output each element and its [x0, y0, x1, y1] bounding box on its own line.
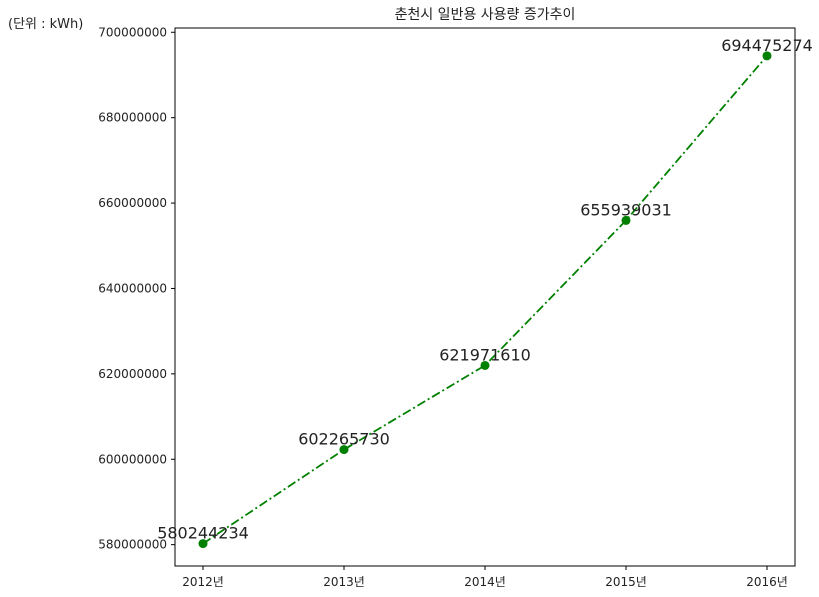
x-axis: 2012년 2013년 2014년 2015년 2016년: [182, 566, 788, 589]
plot-area: [174, 27, 796, 567]
y-tick-label: 700000000: [98, 25, 167, 39]
data-point: [621, 215, 631, 225]
data-point: [198, 539, 208, 549]
data-point: [762, 51, 772, 61]
data-label: 602265730: [298, 430, 390, 449]
y-tick-label: 620000000: [98, 367, 167, 381]
series-line: [198, 51, 772, 549]
x-tick-label: 2014년: [464, 575, 506, 589]
data-point: [480, 360, 490, 370]
data-label: 655939031: [580, 200, 672, 219]
data-label: 694475274: [721, 36, 813, 55]
y-tick-label: 580000000: [98, 538, 167, 552]
data-labels: 580244234 602265730 621971610 655939031 6944…: [157, 36, 813, 543]
x-tick-label: 2012년: [182, 575, 224, 589]
y-tick-label: 600000000: [98, 452, 167, 466]
series-polyline: [202, 55, 768, 545]
data-point: [339, 445, 349, 455]
y-axis: 580000000 600000000 620000000 640000000 6600…: [98, 25, 175, 552]
data-label: 621971610: [439, 345, 531, 364]
chart-title: 춘천시 일반용 사용량 증가추이: [395, 7, 576, 23]
data-label: 580244234: [157, 524, 249, 543]
x-tick-label: 2015년: [605, 575, 647, 589]
unit-label: (단위 : kWh): [8, 17, 84, 32]
y-tick-label: 660000000: [98, 196, 167, 210]
y-tick-label: 680000000: [98, 111, 167, 125]
x-tick-label: 2016년: [746, 575, 788, 589]
y-tick-label: 640000000: [98, 281, 167, 295]
x-tick-label: 2013년: [323, 575, 365, 589]
